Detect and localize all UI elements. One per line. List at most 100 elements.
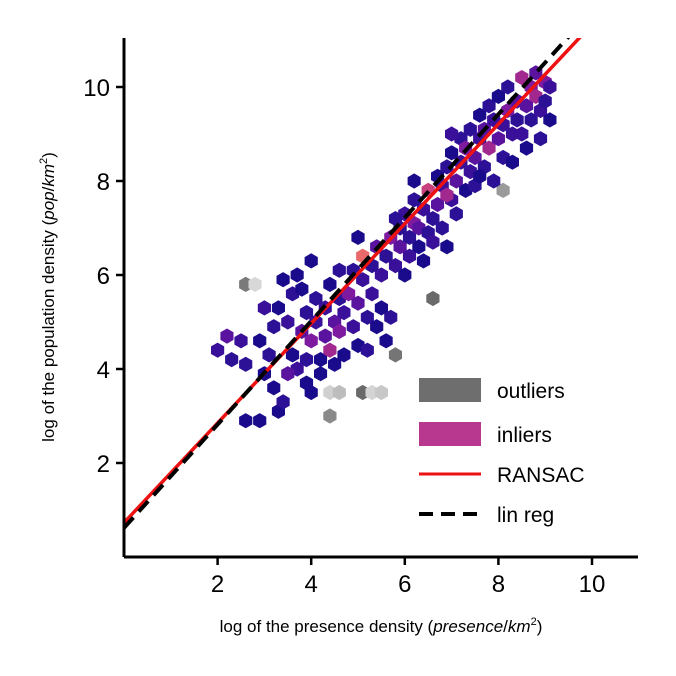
inlier-hex: [253, 333, 267, 349]
ransac-line: [124, 38, 582, 524]
x-axis-label: log of the presence density (presence/km…: [220, 616, 543, 636]
inlier-hex: [342, 286, 356, 302]
inlier-hex: [402, 229, 417, 245]
inlier-hex: [351, 295, 365, 311]
inlier-hex: [211, 342, 225, 358]
legend-swatch-inliers: [419, 422, 481, 446]
inlier-hex: [501, 79, 515, 95]
inlier-hex: [318, 328, 332, 344]
inlier-hex: [295, 281, 309, 297]
inlier-hex: [360, 342, 374, 358]
inlier-hex: [412, 239, 426, 255]
inlier-hex: [309, 314, 323, 330]
inlier-hex: [370, 319, 384, 335]
inlier-hex: [239, 356, 253, 372]
inlier-hex: [449, 173, 463, 189]
inlier-hex: [374, 300, 388, 316]
inlier-hex: [449, 206, 463, 222]
inlier-hex: [515, 126, 529, 142]
inlier-hex: [239, 413, 253, 429]
outlier-hex: [323, 408, 337, 424]
inlier-hex: [515, 70, 529, 86]
inlier-hex: [323, 342, 337, 358]
inlier-hex: [524, 112, 538, 128]
inlier-hex: [416, 253, 431, 269]
inlier-hex: [388, 211, 402, 227]
x-tick-label: 8: [492, 571, 505, 598]
inlier-hex: [328, 356, 342, 372]
inlier-hex: [276, 272, 290, 288]
inlier-hex: [491, 131, 505, 147]
inlier-hex: [234, 333, 248, 349]
inlier-hex: [285, 347, 300, 363]
inlier-hex: [281, 314, 295, 330]
inlier-hex: [393, 239, 407, 255]
inlier-hex: [267, 380, 281, 396]
x-tick-label: 2: [211, 571, 224, 598]
inlier-hex: [482, 140, 496, 156]
inlier-hex: [445, 126, 459, 142]
inlier-hex: [314, 352, 328, 368]
x-ticks: 2 4 6 8 10: [211, 557, 605, 598]
inlier-hex: [538, 93, 552, 109]
outlier-hex: [332, 384, 346, 401]
inlier-hex: [543, 112, 557, 128]
legend-item-outliers: outliers: [419, 378, 565, 403]
inlier-hex: [220, 328, 234, 344]
inlier-hex: [257, 300, 271, 316]
inlier-hex: [501, 102, 515, 119]
inlier-hex: [337, 347, 351, 363]
legend-item-lin-reg: lin reg: [419, 504, 554, 527]
inlier-hex: [262, 347, 276, 363]
inlier-hex: [407, 173, 421, 189]
axes: [122, 38, 638, 559]
inlier-hex: [304, 333, 318, 349]
inlier-hex: [473, 168, 487, 184]
inlier-hex: [299, 352, 314, 368]
legend-label-lin-reg: lin reg: [497, 504, 554, 527]
inlier-hex: [360, 309, 374, 325]
y-tick-label: 2: [97, 451, 110, 478]
inlier-hex: [346, 319, 360, 335]
y-axis-label: log of the population density (pop/km2): [38, 152, 58, 442]
inlier-hex: [533, 131, 548, 147]
x-tick-label: 4: [305, 571, 318, 598]
inlier-hex: [374, 267, 388, 283]
inlier-hex: [505, 154, 519, 170]
inlier-hex: [332, 262, 346, 278]
inlier-hex: [379, 333, 393, 349]
inlier-hex: [398, 267, 412, 283]
inlier-hex: [356, 272, 370, 288]
inlier-hex: [440, 187, 454, 203]
outlier-hex: [248, 276, 262, 292]
x-tick-label: 6: [398, 571, 411, 598]
inlier-hex: [290, 267, 304, 283]
inlier-hex: [225, 352, 239, 368]
inlier-hex: [440, 239, 454, 255]
inlier-hex: [388, 258, 402, 274]
inlier-hex: [426, 211, 440, 227]
y-ticks: 2 4 6 8 10: [83, 75, 124, 478]
outlier-hex: [388, 347, 402, 363]
inlier-hex: [309, 290, 323, 307]
inlier-hex: [323, 276, 337, 292]
inlier-hex: [253, 413, 267, 429]
y-tick-label: 6: [97, 263, 110, 290]
lin-reg-line: [124, 38, 571, 530]
inlier-hex: [332, 323, 346, 339]
outlier-hex: [426, 290, 440, 307]
legend-swatch-outliers: [419, 378, 481, 402]
inlier-hex: [435, 220, 449, 236]
inlier-hex: [519, 140, 534, 156]
inlier-hex: [431, 196, 445, 213]
inlier-hex: [281, 366, 295, 382]
inlier-hex: [473, 107, 487, 123]
legend-label-ransac: RANSAC: [497, 464, 585, 487]
inlier-hex: [337, 305, 351, 321]
inlier-hex: [543, 79, 557, 95]
inlier-hex: [276, 394, 290, 410]
inlier-hex: [267, 319, 281, 335]
inlier-hex: [482, 98, 496, 114]
inlier-hex: [304, 384, 318, 401]
